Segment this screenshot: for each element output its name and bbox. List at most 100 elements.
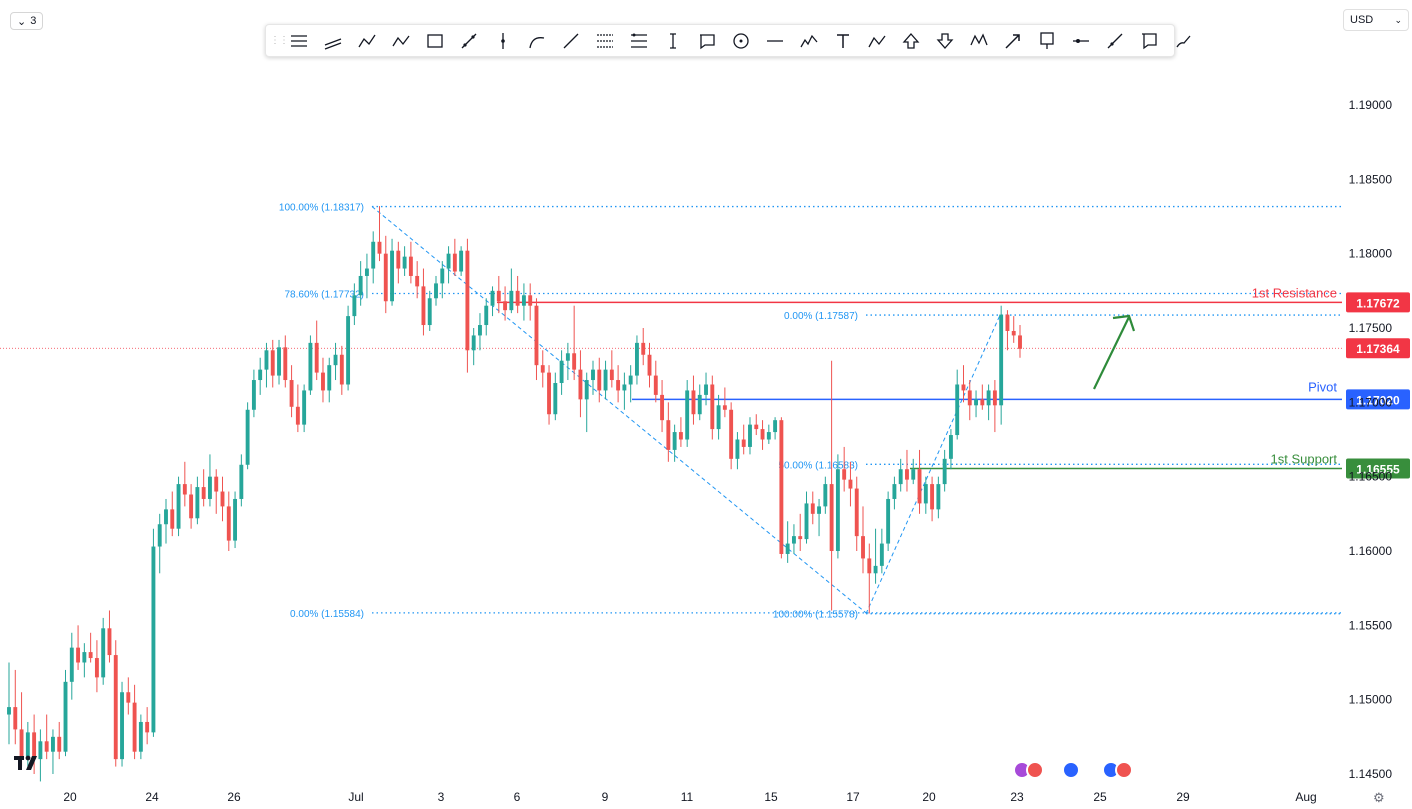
ray-icon[interactable]: [1098, 27, 1132, 55]
candle-body: [923, 484, 928, 504]
candle-body: [245, 409, 250, 465]
x-tick-label: 6: [514, 790, 521, 804]
candle-body: [226, 506, 231, 541]
horizontal-lines-icon[interactable]: [282, 27, 316, 55]
zigzag-icon[interactable]: [384, 27, 418, 55]
economic-events-group-2[interactable]: [1062, 761, 1080, 779]
candle-body: [879, 543, 884, 566]
arrow-down-icon[interactable]: [928, 27, 962, 55]
x-tick-label: 9: [602, 790, 609, 804]
tradingview-logo-icon[interactable]: [14, 754, 40, 777]
candle-body: [69, 647, 74, 682]
candle-body: [145, 721, 150, 733]
candle-body: [704, 384, 708, 395]
candle-body: [239, 464, 244, 499]
vertical-line-icon: [501, 32, 505, 49]
elliott-wave-icon: [800, 34, 818, 47]
candle-body: [678, 432, 683, 440]
pivot-price-tag: 1.17020: [1356, 393, 1400, 407]
rectangle-icon[interactable]: [418, 27, 452, 55]
candle-body: [94, 658, 99, 678]
candle-body: [396, 250, 401, 269]
candle-body: [823, 484, 828, 507]
support-price-tag-bg: [1346, 458, 1410, 479]
candle-body: [779, 420, 784, 554]
xabcd-pattern-icon[interactable]: [962, 27, 996, 55]
candle-body: [446, 253, 451, 269]
candle-body: [760, 429, 765, 440]
candle-body: [967, 390, 972, 406]
horizontal-lines-icon: [291, 34, 307, 47]
brush-icon[interactable]: [1166, 27, 1200, 55]
trend-angle-icon[interactable]: [452, 27, 486, 55]
date-range-icon: [670, 32, 676, 49]
text-icon[interactable]: [826, 27, 860, 55]
x-tick-label: 3: [438, 790, 445, 804]
price-label-icon[interactable]: [1030, 27, 1064, 55]
candle-body: [842, 469, 847, 480]
candle-body: [609, 369, 614, 381]
circle-icon[interactable]: [724, 27, 758, 55]
support-label: 1st Support: [1271, 451, 1338, 466]
horizontal-line-icon[interactable]: [758, 27, 792, 55]
abc-pattern-icon[interactable]: [860, 27, 894, 55]
trend-line-icon[interactable]: [554, 27, 588, 55]
candle-body: [810, 503, 815, 514]
x-tick-label: 23: [1010, 790, 1024, 804]
candle-body: [503, 301, 508, 311]
elliott-wave-icon[interactable]: [792, 27, 826, 55]
candle-body: [314, 342, 319, 373]
x-tick-label: 11: [681, 790, 694, 804]
economic-events-group-1[interactable]: [1013, 761, 1044, 779]
trend-line-icon: [563, 33, 579, 48]
candle-body: [57, 736, 62, 752]
text-icon: [837, 33, 849, 48]
parallel-channel-icon[interactable]: [316, 27, 350, 55]
fib-level-label: 100.00% (1.15578): [773, 610, 858, 621]
candle-body: [716, 405, 721, 430]
callout-icon[interactable]: [690, 27, 724, 55]
candle-body: [584, 380, 589, 400]
candle-body: [540, 365, 545, 373]
us-flag-icon[interactable]: [1026, 761, 1044, 779]
arrow-up-icon[interactable]: [894, 27, 928, 55]
candle-body: [974, 399, 978, 406]
fib-extension-icon[interactable]: [622, 27, 656, 55]
resistance-label: 1st Resistance: [1252, 285, 1337, 300]
arc-icon[interactable]: [520, 27, 554, 55]
candle-body: [603, 369, 608, 391]
candle-body: [848, 479, 853, 489]
candle-body: [942, 458, 947, 485]
drag-handle-icon[interactable]: ⋮⋮: [270, 34, 289, 46]
pitchfork-icon[interactable]: [350, 27, 384, 55]
date-range-icon[interactable]: [656, 27, 690, 55]
settings-gear-icon[interactable]: ⚙: [1373, 790, 1385, 805]
fib-trend-line-down: [371, 206, 867, 614]
candle-body: [277, 347, 281, 376]
candle-body: [465, 250, 470, 351]
candle-body: [509, 290, 514, 311]
horizontal-line-icon: [767, 39, 783, 42]
arrow-icon[interactable]: [996, 27, 1030, 55]
candle-body: [534, 305, 539, 366]
vertical-line-icon[interactable]: [486, 27, 520, 55]
currency-selector[interactable]: USD ⌄: [1343, 9, 1409, 31]
candle-body: [785, 543, 790, 554]
fib-level-label: 0.00% (1.15584): [290, 609, 364, 620]
note-icon[interactable]: [1132, 27, 1166, 55]
candle-body: [804, 503, 809, 540]
candle-body: [653, 375, 658, 395]
candle-body: [798, 536, 803, 540]
candle-body: [195, 487, 200, 519]
candle-body: [917, 469, 922, 504]
interval-selector[interactable]: ⌄ 3: [10, 12, 44, 30]
y-tick-label: 1.17500: [1349, 321, 1393, 335]
eu-flag-icon[interactable]: [1062, 761, 1080, 779]
horizontal-ray-icon[interactable]: [1064, 27, 1098, 55]
us-flag-icon[interactable]: [1115, 761, 1133, 779]
fib-level-label: 100.00% (1.18317): [279, 203, 364, 214]
candle-body: [302, 390, 307, 425]
economic-events-group-3[interactable]: [1102, 761, 1133, 779]
fib-retracement-icon[interactable]: [588, 27, 622, 55]
